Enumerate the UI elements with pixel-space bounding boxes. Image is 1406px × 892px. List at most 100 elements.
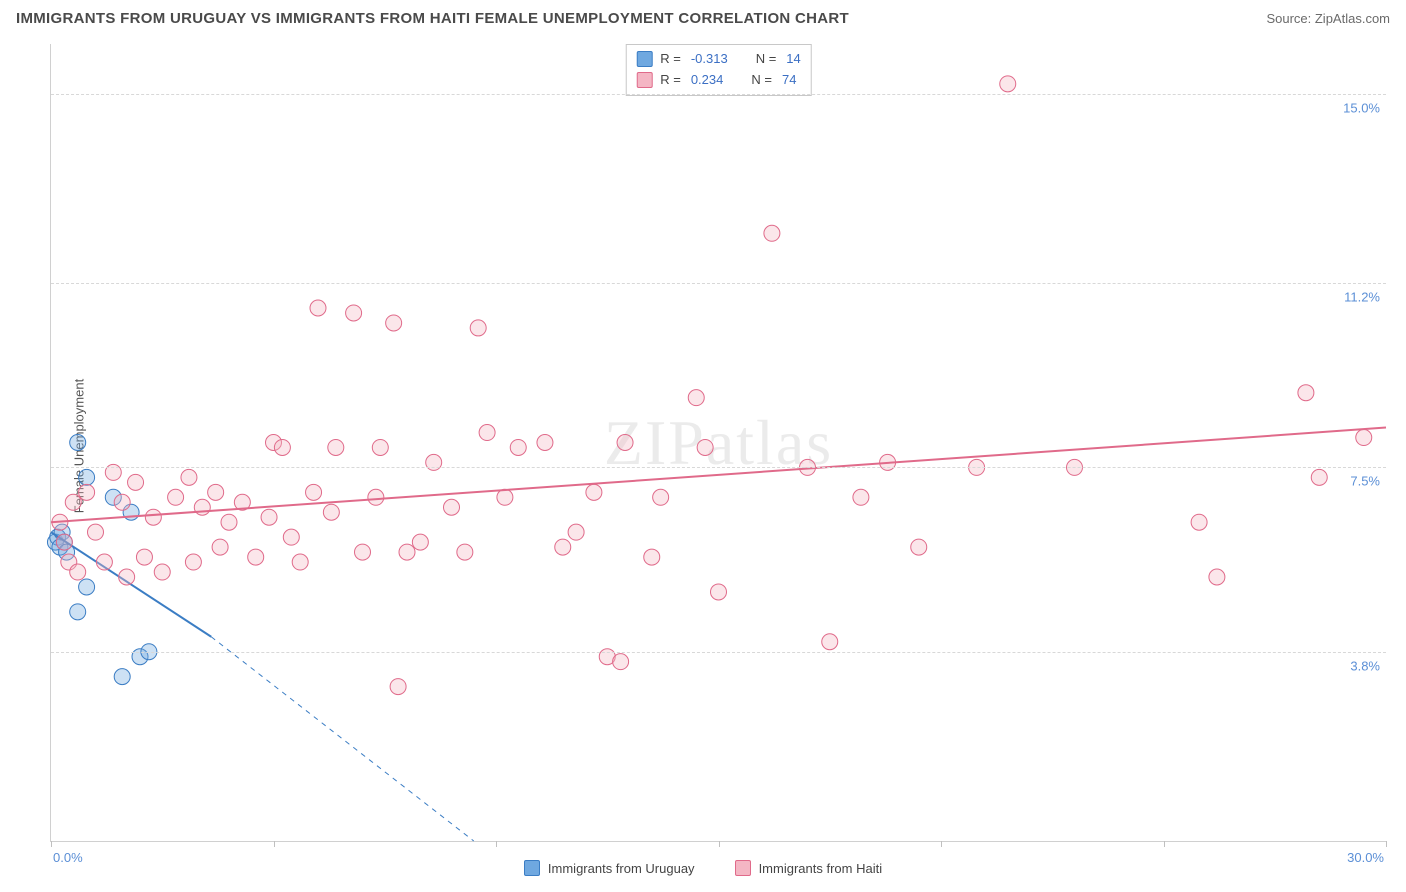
- legend-n-value: 74: [782, 70, 796, 91]
- data-point: [65, 494, 81, 510]
- data-point: [399, 544, 415, 560]
- legend-swatch: [735, 860, 751, 876]
- y-tick-label: 3.8%: [1350, 658, 1380, 673]
- data-point: [586, 484, 602, 500]
- data-point: [697, 439, 713, 455]
- data-point: [79, 484, 95, 500]
- gridline: [51, 283, 1386, 284]
- correlation-legend: R =-0.313N =14R =0.234N =74: [625, 44, 812, 96]
- data-point: [79, 579, 95, 595]
- data-point: [114, 494, 130, 510]
- x-tick: [496, 841, 497, 847]
- y-tick-label: 15.0%: [1343, 100, 1380, 115]
- data-point: [212, 539, 228, 555]
- data-point: [168, 489, 184, 505]
- data-point: [181, 469, 197, 485]
- data-point: [688, 390, 704, 406]
- x-tick: [1386, 841, 1387, 847]
- data-point: [56, 534, 72, 550]
- data-point: [292, 554, 308, 570]
- data-point: [372, 439, 388, 455]
- data-point: [386, 315, 402, 331]
- data-point: [274, 439, 290, 455]
- data-point: [185, 554, 201, 570]
- data-point: [568, 524, 584, 540]
- chart-title: IMMIGRANTS FROM URUGUAY VS IMMIGRANTS FR…: [16, 10, 849, 27]
- data-point: [306, 484, 322, 500]
- data-point: [70, 564, 86, 580]
- data-point: [555, 539, 571, 555]
- x-tick: [51, 841, 52, 847]
- data-point: [764, 225, 780, 241]
- data-point: [136, 549, 152, 565]
- data-point: [1298, 385, 1314, 401]
- data-point: [96, 554, 112, 570]
- legend-r-prefix: R =: [660, 70, 681, 91]
- data-point: [1356, 430, 1372, 446]
- data-point: [617, 435, 633, 451]
- data-point: [644, 549, 660, 565]
- data-point: [70, 435, 86, 451]
- data-point: [457, 544, 473, 560]
- legend-n-prefix: N =: [756, 49, 777, 70]
- data-point: [613, 654, 629, 670]
- legend-r-prefix: R =: [660, 49, 681, 70]
- data-point: [154, 564, 170, 580]
- data-point: [145, 509, 161, 525]
- legend-series-name: Immigrants from Haiti: [759, 861, 883, 876]
- regression-line: [51, 428, 1386, 523]
- data-point: [208, 484, 224, 500]
- x-tick: [1164, 841, 1165, 847]
- legend-r-value: 0.234: [691, 70, 724, 91]
- data-point: [119, 569, 135, 585]
- data-point: [70, 604, 86, 620]
- gridline: [51, 467, 1386, 468]
- data-point: [328, 439, 344, 455]
- data-point: [711, 584, 727, 600]
- data-point: [911, 539, 927, 555]
- data-point: [470, 320, 486, 336]
- regression-line: [51, 532, 211, 637]
- gridline: [51, 652, 1386, 653]
- series-legend: Immigrants from Uruguay Immigrants from H…: [0, 860, 1406, 876]
- y-tick-label: 11.2%: [1344, 290, 1380, 305]
- data-point: [221, 514, 237, 530]
- data-point: [853, 489, 869, 505]
- data-point: [88, 524, 104, 540]
- x-tick: [719, 841, 720, 847]
- data-point: [412, 534, 428, 550]
- data-point: [346, 305, 362, 321]
- data-point: [79, 469, 95, 485]
- source-label: Source: ZipAtlas.com: [1266, 11, 1390, 26]
- data-point: [537, 435, 553, 451]
- data-point: [323, 504, 339, 520]
- legend-swatch: [636, 72, 652, 88]
- legend-item: Immigrants from Haiti: [735, 860, 883, 876]
- data-point: [1191, 514, 1207, 530]
- legend-n-value: 14: [786, 49, 800, 70]
- legend-swatch: [524, 860, 540, 876]
- legend-swatch: [636, 51, 652, 67]
- chart-area: ZIPatlas R =-0.313N =14R =0.234N =74 0.0…: [50, 44, 1386, 842]
- data-point: [261, 509, 277, 525]
- data-point: [390, 679, 406, 695]
- data-point: [355, 544, 371, 560]
- legend-item: Immigrants from Uruguay: [524, 860, 695, 876]
- scatter-plot-svg: [51, 44, 1386, 841]
- data-point: [1311, 469, 1327, 485]
- data-point: [1209, 569, 1225, 585]
- regression-line-dashed: [211, 637, 474, 841]
- data-point: [444, 499, 460, 515]
- data-point: [653, 489, 669, 505]
- legend-n-prefix: N =: [751, 70, 772, 91]
- data-point: [497, 489, 513, 505]
- x-tick: [274, 841, 275, 847]
- y-tick-label: 7.5%: [1350, 474, 1380, 489]
- x-tick: [941, 841, 942, 847]
- data-point: [283, 529, 299, 545]
- data-point: [310, 300, 326, 316]
- legend-row: R =-0.313N =14: [636, 49, 801, 70]
- data-point: [822, 634, 838, 650]
- legend-series-name: Immigrants from Uruguay: [548, 861, 695, 876]
- data-point: [128, 474, 144, 490]
